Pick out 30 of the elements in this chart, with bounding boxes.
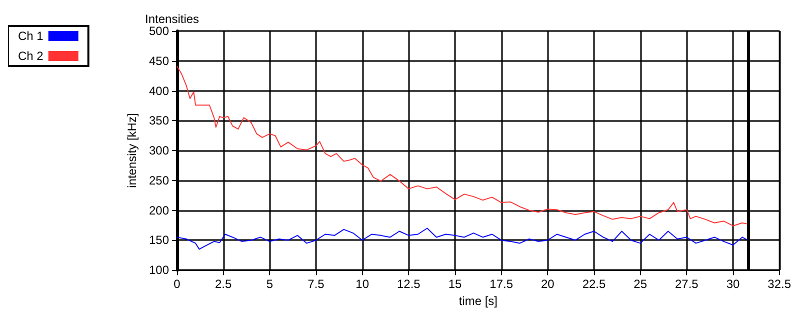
x-tick-label: 0 [174, 277, 181, 292]
y-tick-label: 100 [148, 263, 170, 278]
y-tick-label: 150 [148, 233, 170, 248]
x-tick-label: 7.5 [308, 277, 325, 292]
y-tick-label: 450 [148, 54, 170, 68]
x-tick-label: 15 [448, 277, 462, 292]
x-tick-label: 32.5 [768, 277, 792, 292]
x-tick-label: 17.5 [490, 277, 514, 292]
line-series [176, 228, 748, 250]
legend-label: Ch 1 [18, 29, 44, 43]
chart-title: Intensities [145, 12, 200, 26]
y-tick-label: 250 [148, 173, 170, 188]
legend-label: Ch 2 [18, 49, 44, 63]
x-tick-label: 20 [540, 277, 555, 292]
y-tick-label: 400 [148, 84, 170, 98]
x-tick-label: 12.5 [396, 277, 421, 292]
x-tick-label: 2.5 [214, 277, 232, 292]
line-series [176, 66, 748, 226]
x-tick-label: 5 [266, 277, 274, 292]
x-tick-label: 22.5 [582, 277, 606, 292]
y-tick-label: 300 [148, 144, 170, 158]
y-tick-label: 500 [148, 24, 170, 38]
x-tick-label: 25 [634, 277, 648, 292]
x-tick-label: 27.5 [674, 277, 699, 292]
y-tick-label: 200 [148, 203, 170, 218]
x-axis-title: time [s] [458, 294, 498, 308]
x-tick-label: 10 [356, 277, 370, 292]
y-tick-label: 350 [148, 114, 170, 128]
x-tick-label: 30 [726, 277, 740, 292]
y-axis-title: intensity [kHz] [125, 113, 140, 188]
